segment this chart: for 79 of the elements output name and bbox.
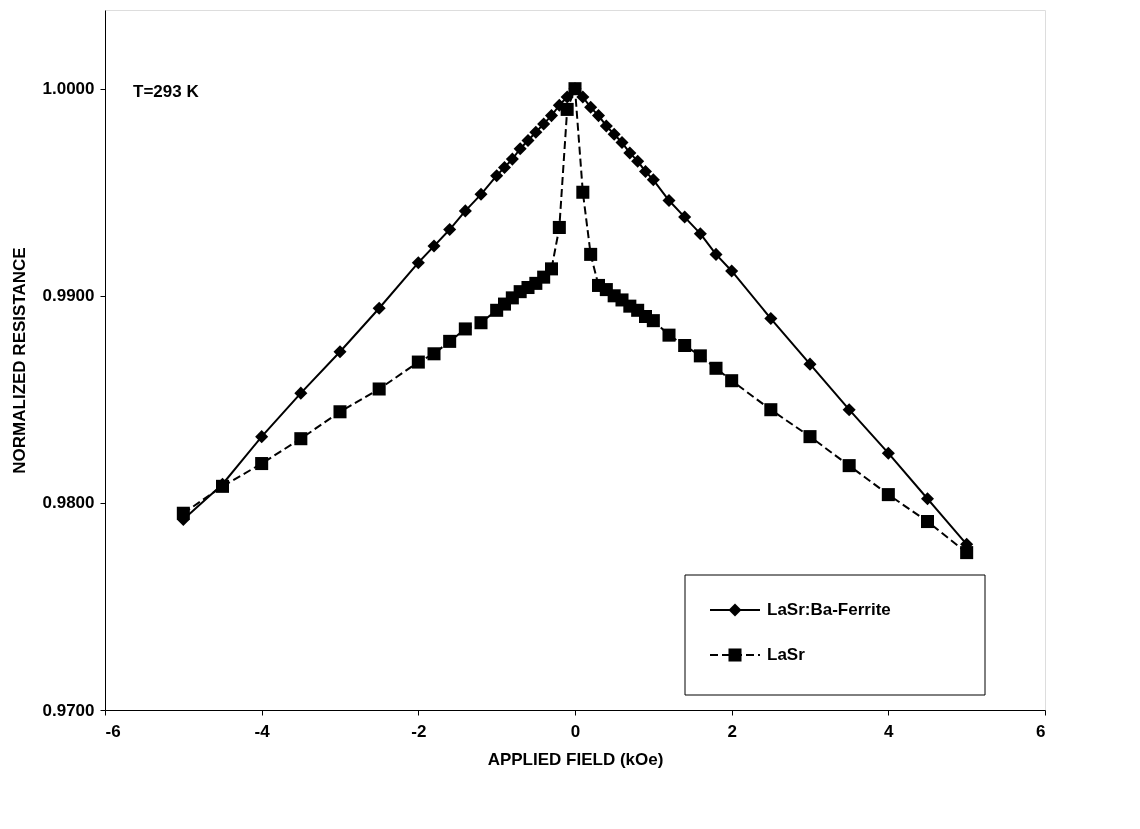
legend-label: LaSr:Ba-Ferrite — [767, 600, 891, 619]
point — [255, 430, 269, 444]
point — [560, 90, 574, 104]
point — [881, 488, 895, 502]
point — [513, 142, 527, 156]
point — [443, 334, 457, 348]
x-tick-label: 2 — [727, 721, 737, 741]
point — [638, 165, 653, 179]
x-axis-title: APPLIED FIELD (kOe) — [487, 749, 664, 769]
point — [584, 100, 598, 114]
point — [725, 264, 739, 278]
point — [576, 90, 590, 104]
point — [591, 109, 606, 123]
point — [521, 133, 535, 147]
point — [693, 227, 707, 241]
x-tick-label: -2 — [411, 721, 427, 741]
point — [544, 109, 559, 123]
point — [623, 146, 637, 160]
point — [474, 187, 488, 201]
point — [584, 247, 598, 261]
point — [662, 328, 676, 342]
point — [552, 98, 566, 112]
point — [411, 256, 425, 270]
point — [615, 136, 629, 150]
point — [646, 314, 660, 328]
point — [497, 160, 512, 174]
point — [411, 355, 425, 369]
point — [803, 430, 817, 444]
point — [255, 457, 269, 471]
x-tick-label: 4 — [884, 721, 895, 741]
y-axis-title: NORMALIZED RESISTANCE — [9, 247, 29, 474]
point — [443, 223, 457, 237]
point — [764, 403, 778, 417]
point — [372, 301, 386, 315]
point — [294, 432, 308, 446]
y-tick-label: 0.9800 — [42, 493, 95, 513]
point — [662, 194, 676, 208]
point — [881, 446, 895, 460]
y-tick-label: 1.0000 — [42, 79, 95, 99]
point — [842, 459, 856, 473]
y-tick-label: 0.9700 — [42, 700, 95, 720]
x-tick-label: 0 — [570, 721, 581, 741]
point — [607, 127, 621, 141]
point — [576, 185, 590, 199]
point — [803, 357, 817, 371]
point — [333, 405, 347, 419]
point — [529, 125, 543, 139]
point — [537, 117, 551, 131]
point — [678, 338, 692, 353]
point — [709, 361, 723, 375]
point — [294, 386, 308, 400]
point — [372, 382, 386, 396]
point — [599, 119, 613, 133]
point — [552, 220, 566, 234]
point — [842, 403, 856, 417]
point — [631, 154, 645, 168]
point — [474, 316, 488, 330]
point — [458, 322, 472, 336]
point — [458, 204, 472, 218]
x-tick-label: 6 — [1036, 721, 1046, 741]
x-tick-label: -4 — [254, 721, 271, 741]
point — [490, 169, 504, 183]
point — [427, 347, 441, 361]
legend-label: LaSr — [767, 645, 806, 664]
point — [646, 173, 660, 187]
point — [693, 349, 707, 363]
point — [764, 312, 778, 326]
y-tick-label: 0.9900 — [42, 286, 95, 306]
annotation: T=293 K — [133, 82, 200, 101]
point — [678, 210, 692, 224]
point — [505, 152, 519, 166]
x-tick-label: -6 — [105, 721, 121, 741]
point — [544, 262, 559, 276]
point — [920, 515, 935, 529]
point — [709, 247, 723, 261]
point — [333, 345, 347, 359]
point — [427, 239, 441, 253]
point — [725, 374, 739, 388]
point — [920, 492, 935, 506]
